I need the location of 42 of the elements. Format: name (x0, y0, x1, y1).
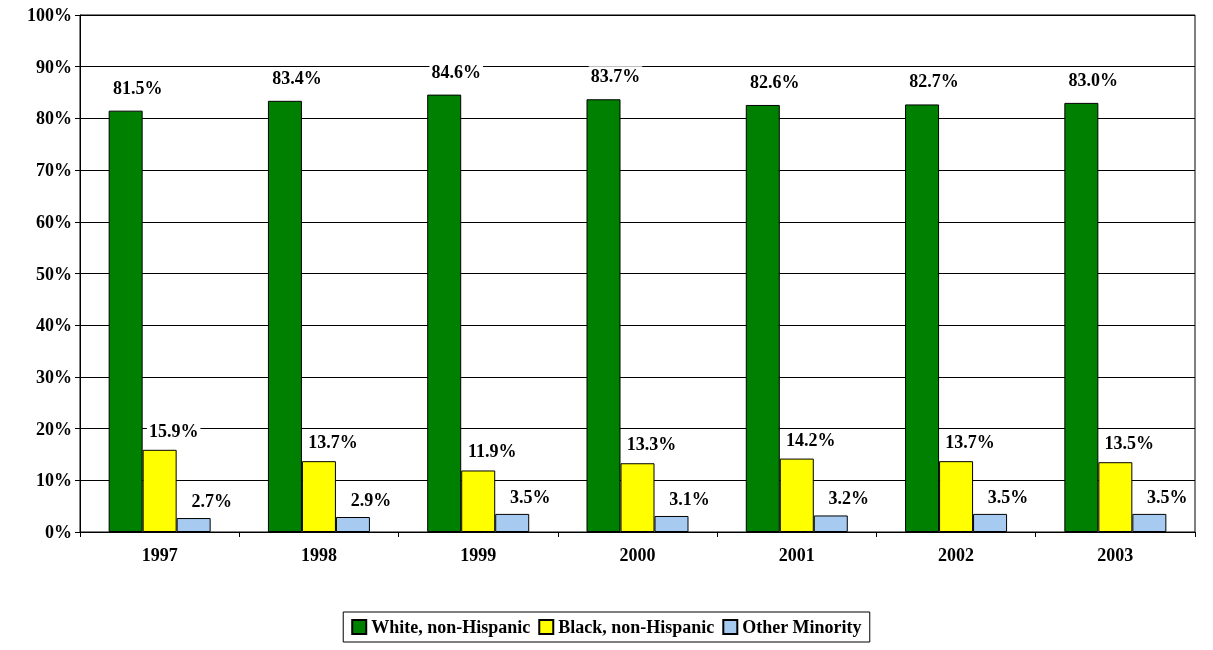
y-tick-label: 100% (27, 5, 72, 25)
data-label: 3.1% (669, 488, 710, 509)
x-tick-label: 2002 (938, 545, 975, 565)
data-label: 13.7% (945, 432, 995, 453)
data-label: 82.7% (909, 71, 959, 92)
y-tick-label: 30% (36, 366, 72, 387)
data-label: 14.2% (786, 429, 836, 450)
y-tick-label: 80% (36, 108, 72, 129)
x-tick-label: 2000 (619, 545, 656, 565)
data-label: 13.3% (626, 434, 677, 455)
y-tick-label: 60% (36, 211, 72, 232)
data-label: 3.2% (828, 488, 870, 509)
data-label: 2.7% (191, 491, 232, 512)
data-label: 82.6% (750, 71, 800, 92)
y-tick-label: 10% (36, 470, 72, 491)
data-label: 3.5% (1147, 486, 1188, 507)
y-tick-label: 70% (36, 160, 72, 181)
y-tick-label: 50% (36, 263, 72, 284)
y-tick-label: 90% (36, 56, 72, 77)
legend-label: White, non-Hispanic (371, 617, 531, 637)
data-label: 11.9% (467, 441, 517, 462)
data-label: 3.5% (509, 486, 551, 507)
x-tick-label: 1997 (141, 545, 178, 565)
data-label: 13.7% (308, 432, 358, 453)
data-label: 83.7% (590, 66, 641, 87)
data-label: 84.6% (431, 61, 481, 82)
legend-label: Other Minority (742, 617, 862, 637)
y-tick-label: 0% (45, 522, 72, 542)
data-label: 2.9% (350, 490, 392, 511)
y-tick-label: 20% (36, 418, 72, 439)
x-tick-label: 2003 (1097, 545, 1134, 565)
x-tick-label: 1999 (460, 545, 497, 565)
data-label: 81.5% (112, 77, 163, 98)
data-label: 3.5% (987, 486, 1029, 507)
x-tick-label: 2001 (778, 545, 815, 565)
data-label: 13.5% (1104, 433, 1155, 454)
data-label: 15.9% (148, 420, 199, 441)
legend-label: Black, non-Hispanic (558, 617, 715, 637)
data-label: 83.0% (1068, 69, 1119, 90)
x-tick-label: 1998 (300, 545, 337, 565)
y-tick-label: 40% (36, 315, 72, 336)
data-label: 83.4% (272, 67, 322, 88)
